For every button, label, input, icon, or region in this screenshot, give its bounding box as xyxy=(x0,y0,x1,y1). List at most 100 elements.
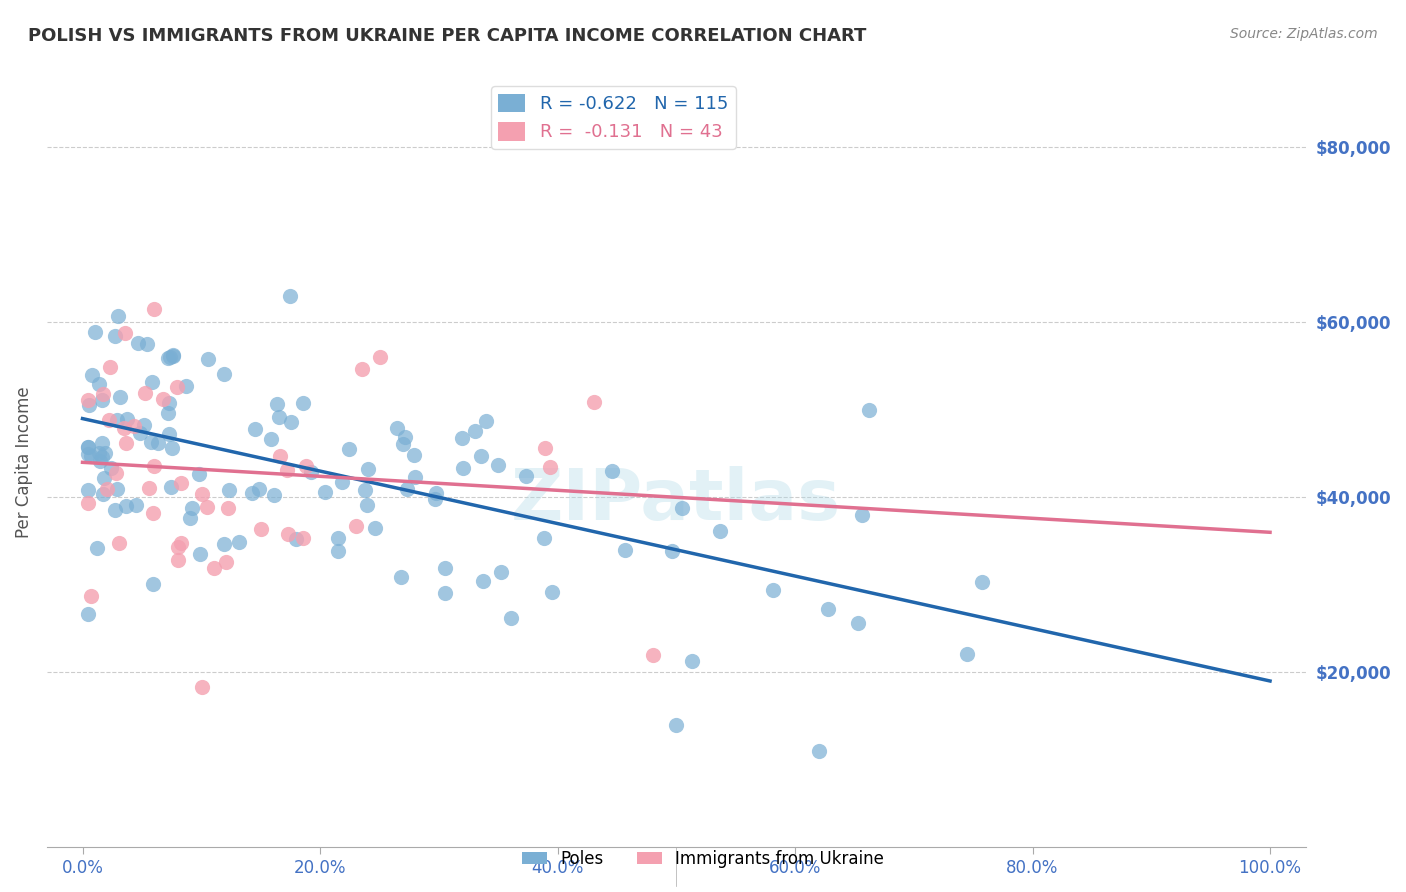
Point xyxy=(762,582,785,597)
Point xyxy=(191,487,214,501)
Point xyxy=(77,447,100,461)
Point xyxy=(434,561,457,575)
Point xyxy=(134,386,156,401)
Point xyxy=(215,555,238,569)
Point xyxy=(423,491,446,506)
Point xyxy=(217,500,239,515)
Point xyxy=(266,397,288,411)
Point xyxy=(77,607,100,622)
Point xyxy=(846,615,869,630)
Point xyxy=(142,506,165,520)
Point xyxy=(166,541,188,555)
Point xyxy=(77,392,100,407)
Point xyxy=(394,430,416,444)
Point xyxy=(143,302,166,317)
Point xyxy=(112,420,135,434)
Point xyxy=(104,502,127,516)
Legend: Poles, Immigrants from Ukraine: Poles, Immigrants from Ukraine xyxy=(515,844,891,875)
Point xyxy=(167,552,190,566)
Point xyxy=(344,519,367,533)
Point xyxy=(533,442,555,456)
Point xyxy=(152,392,174,406)
Point xyxy=(582,395,605,409)
Point xyxy=(80,450,103,464)
Point xyxy=(80,589,103,603)
Point xyxy=(87,445,110,459)
Point xyxy=(170,475,193,490)
Point xyxy=(104,329,127,343)
Point xyxy=(94,445,117,459)
Point xyxy=(228,535,250,549)
Point xyxy=(277,527,299,541)
Point xyxy=(858,402,880,417)
Point xyxy=(179,511,201,525)
Point xyxy=(451,461,474,475)
Point xyxy=(159,351,181,365)
Point xyxy=(433,585,456,599)
Point xyxy=(100,461,122,475)
Text: POLISH VS IMMIGRANTS FROM UKRAINE PER CAPITA INCOME CORRELATION CHART: POLISH VS IMMIGRANTS FROM UKRAINE PER CA… xyxy=(28,27,866,45)
Point xyxy=(472,574,495,588)
Point xyxy=(515,468,537,483)
Point xyxy=(138,481,160,495)
Point xyxy=(115,436,138,450)
Point xyxy=(499,611,522,625)
Point xyxy=(77,440,100,454)
Point xyxy=(404,448,426,462)
Point xyxy=(352,362,374,376)
Point xyxy=(134,418,156,433)
Point xyxy=(269,449,291,463)
Point xyxy=(364,521,387,535)
Point xyxy=(451,431,474,445)
Point xyxy=(486,458,509,472)
Point xyxy=(247,482,270,496)
Y-axis label: Per Capita Income: Per Capita Income xyxy=(15,386,32,538)
Point xyxy=(77,483,100,498)
Point xyxy=(357,461,380,475)
Point xyxy=(195,500,218,515)
Point xyxy=(299,466,322,480)
Point xyxy=(105,482,128,496)
Point xyxy=(190,547,212,561)
Point xyxy=(114,326,136,340)
Point xyxy=(285,532,308,546)
Point xyxy=(77,398,100,412)
Point xyxy=(157,396,180,410)
Point xyxy=(972,575,994,590)
Point xyxy=(122,418,145,433)
Point xyxy=(295,458,318,473)
Point xyxy=(661,544,683,558)
Point xyxy=(115,500,138,514)
Point xyxy=(240,485,263,500)
Point xyxy=(136,337,159,351)
Text: ZIPatlas: ZIPatlas xyxy=(512,467,841,535)
Point xyxy=(91,487,114,501)
Point xyxy=(105,467,128,481)
Point xyxy=(602,464,624,478)
Point xyxy=(671,501,693,516)
Point xyxy=(188,467,211,481)
Text: Source: ZipAtlas.com: Source: ZipAtlas.com xyxy=(1230,27,1378,41)
Point xyxy=(170,536,193,550)
Point xyxy=(96,482,118,496)
Legend: R = -0.622   N = 115, R =  -0.131   N = 43: R = -0.622 N = 115, R = -0.131 N = 43 xyxy=(491,87,735,149)
Point xyxy=(157,427,180,442)
Point xyxy=(404,469,426,483)
Point xyxy=(328,531,350,545)
Point xyxy=(356,498,378,512)
Point xyxy=(77,440,100,454)
Point xyxy=(475,414,498,428)
Point xyxy=(141,375,163,389)
Point xyxy=(162,442,184,456)
Point xyxy=(218,483,240,497)
Point xyxy=(385,421,408,435)
Point xyxy=(87,376,110,391)
Point xyxy=(851,508,873,522)
Point xyxy=(174,378,197,392)
Point xyxy=(533,531,555,545)
Point xyxy=(709,524,731,538)
Point xyxy=(641,648,664,662)
Point xyxy=(250,522,273,536)
Point xyxy=(389,570,412,584)
Point xyxy=(263,488,285,502)
